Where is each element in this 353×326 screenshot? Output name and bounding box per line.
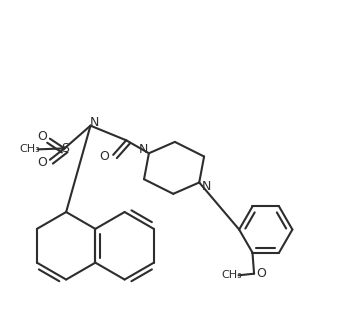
Text: O: O	[100, 150, 109, 163]
Text: O: O	[256, 267, 266, 280]
Text: N: N	[202, 180, 211, 193]
Text: N: N	[138, 143, 148, 156]
Text: CH₃: CH₃	[19, 144, 40, 154]
Text: O: O	[37, 129, 47, 142]
Text: N: N	[90, 116, 99, 129]
Text: S: S	[61, 141, 69, 155]
Text: O: O	[37, 156, 47, 169]
Text: CH₃: CH₃	[221, 270, 242, 280]
